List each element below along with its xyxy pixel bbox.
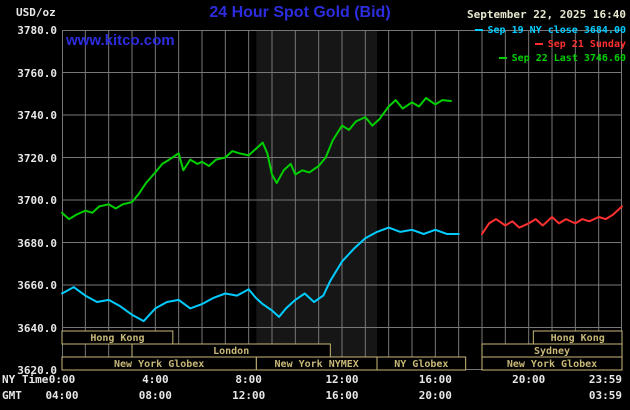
y-tick-label: 3680.0 xyxy=(17,236,57,250)
legend-label: Sep 19 NY close 3684.00 xyxy=(487,24,626,36)
session-label: Hong Kong xyxy=(551,333,605,344)
y-tick-label: 3780.0 xyxy=(17,24,57,37)
session-box xyxy=(61,330,174,345)
x-tick-label-ny: 16:00 xyxy=(418,373,452,386)
y-tick-label: 3620.0 xyxy=(17,364,57,377)
x-tick-label-ny: 8:00 xyxy=(235,373,262,386)
y-tick-label: 3640.0 xyxy=(17,321,57,335)
session-label: New York NYMEX xyxy=(275,359,359,370)
session-label: NY Globex xyxy=(394,359,448,370)
session-label: London xyxy=(213,346,249,357)
legend-item: Sep 19 NY close 3684.00 xyxy=(474,23,626,37)
series-line-sep-21-sunday xyxy=(481,205,623,235)
legend-item: Sep 22 Last 3746.60 xyxy=(475,51,626,65)
x-tick-label-ny: 20:00 xyxy=(512,373,546,386)
y-tick-label: 3740.0 xyxy=(17,109,57,122)
x-tick-label-gmt: 20:00 xyxy=(418,389,452,402)
legend: Sep 19 NY close 3684.00 Sep 21 Sunday Sep … xyxy=(474,23,626,65)
y-tick-label: 3700.0 xyxy=(17,194,57,207)
legend-dash-icon xyxy=(498,57,507,59)
x-tick-label-ny: 4:00 xyxy=(142,373,169,386)
y-tick-label: 3660.0 xyxy=(17,279,57,292)
x-tick-label-gmt: 08:00 xyxy=(138,389,172,402)
x-tick-label-ny: 23:59 xyxy=(588,373,622,386)
x-tick-label-gmt: 12:00 xyxy=(232,389,266,402)
kitco-watermark-link[interactable]: www.kitco.com xyxy=(66,32,175,49)
x-tick-label-gmt: 04:00 xyxy=(45,389,79,402)
series-line-sep-22-last xyxy=(61,97,452,221)
x-tick-label-ny: 0:00 xyxy=(48,373,76,386)
x-tick-label-gmt: 03:59 xyxy=(588,389,622,402)
units-label: USD/oz xyxy=(16,6,56,19)
session-label: Sydney xyxy=(534,346,570,357)
legend-item: Sep 21 Sunday xyxy=(475,37,626,51)
legend-dash-icon xyxy=(474,29,483,31)
datetime-label: September 22, 2025 16:40 xyxy=(467,8,626,21)
y-tick-label: 3760.0 xyxy=(17,66,57,80)
session-box xyxy=(376,356,467,371)
legend-label: Sep 22 Last 3746.60 xyxy=(511,52,626,64)
legend-dash-icon xyxy=(534,43,543,45)
session-label: New York Globex xyxy=(507,359,597,370)
session-box xyxy=(481,356,623,371)
chart-title: 24 Hour Spot Gold (Bid) xyxy=(209,4,391,21)
ny-time-axis-label: NY Time xyxy=(2,373,49,386)
session-label: Hong Kong xyxy=(90,333,144,344)
legend-label: Sep 21 Sunday xyxy=(547,38,626,50)
gmt-axis-label: GMT xyxy=(2,389,22,402)
x-tick-label-ny: 12:00 xyxy=(325,373,359,386)
y-tick-label: 3720.0 xyxy=(17,151,57,165)
x-tick-label-gmt: 16:00 xyxy=(325,389,359,402)
session-label: New York Globex xyxy=(114,359,204,370)
series-line-sep-19-ny-close xyxy=(61,226,460,323)
